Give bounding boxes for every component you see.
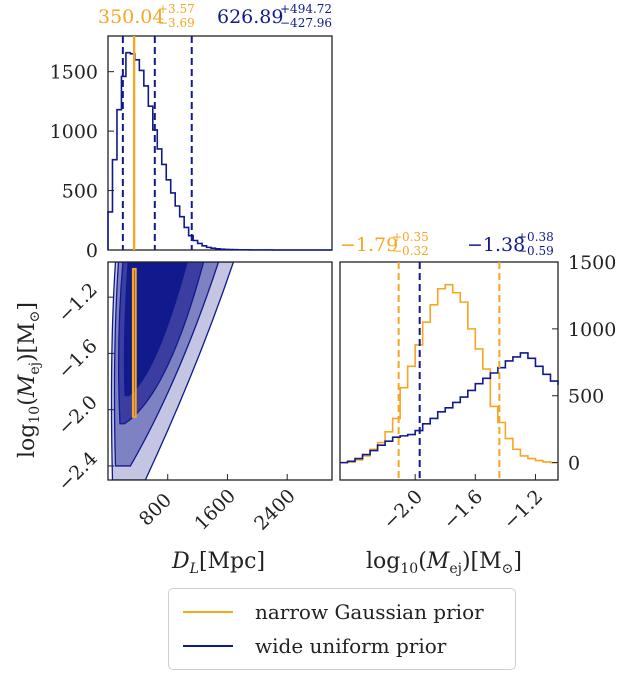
x-axis-label-mej: log10(Mej)[M⊙] (366, 549, 522, 577)
dl-ytick-label: 500 (62, 181, 98, 203)
legend: narrow Gaussian prior wide uniform prior (168, 588, 516, 670)
narrow-contour (131, 267, 137, 418)
legend-swatch-wide (183, 645, 233, 647)
svg-text:626.89: 626.89 (217, 6, 283, 28)
svg-text:−0.59: −0.59 (517, 244, 554, 258)
dl-ytick-label: 1500 (50, 62, 98, 84)
legend-swatch-narrow (183, 611, 233, 613)
svg-text:350.04: 350.04 (98, 6, 164, 28)
contour-ytick-label: −1.6 (54, 335, 102, 383)
svg-text:−1.38: −1.38 (467, 234, 525, 256)
contour-levels (110, 262, 235, 480)
mej-ytick-label: 500 (568, 386, 604, 408)
dl-ytick-label: 0 (86, 240, 98, 262)
mej-ytick-label: 0 (568, 453, 580, 475)
mej-xtick-label: −2.0 (379, 486, 427, 534)
svg-text:+0.35: +0.35 (392, 230, 429, 244)
svg-text:+3.57: +3.57 (158, 2, 195, 16)
contour-xtick-label: 800 (135, 489, 176, 530)
mej-histogram-panel: 0 500 1000 1500 −2.0 −1.6 −1.2 (339, 252, 616, 534)
svg-text:−1.79: −1.79 (340, 234, 398, 256)
dl-hist-wide (107, 51, 332, 251)
svg-text:−3.69: −3.69 (158, 16, 195, 30)
legend-label-narrow: narrow Gaussian prior (255, 600, 484, 624)
mej-hist-wide (340, 352, 559, 464)
x-axis-label-dl: DL[Mpc] (171, 549, 265, 577)
mej-hist-narrow (340, 283, 558, 464)
svg-text:−0.32: −0.32 (392, 244, 429, 258)
svg-text:+494.72: +494.72 (280, 2, 332, 16)
contour-xtick-label: 2400 (250, 485, 300, 535)
mej-panel-frame (339, 261, 559, 481)
mej-xtick-label: −1.2 (499, 486, 547, 534)
contour-ytick-label: −2.4 (54, 448, 102, 496)
dl-histogram-panel: 0 500 1000 1500 (50, 35, 333, 262)
legend-item-narrow: narrow Gaussian prior (169, 597, 484, 627)
mej-ytick-label: 1000 (568, 319, 616, 341)
mej-narrow-annotation: −1.79 +0.35 −0.32 (340, 230, 429, 258)
svg-text:−427.96: −427.96 (280, 16, 332, 30)
contour-panel-frame (107, 261, 333, 481)
dl-ytick-label: 1000 (50, 121, 98, 143)
y-axis-label-mej: log10(Mej)[M⊙] (15, 302, 43, 458)
contour-ytick-label: −2.0 (54, 391, 102, 439)
svg-text:+0.38: +0.38 (517, 230, 554, 244)
mej-ytick-label: 1500 (568, 252, 616, 274)
legend-label-wide: wide uniform prior (255, 634, 447, 658)
mej-wide-annotation: −1.38 +0.38 −0.59 (467, 230, 554, 258)
dl-panel-frame (107, 35, 333, 251)
contour-ytick-label: −1.2 (54, 279, 102, 327)
legend-item-wide: wide uniform prior (169, 631, 446, 661)
contour-xtick-label: 1600 (190, 485, 240, 535)
dl-narrow-annotation: 350.04 +3.57 −3.69 (98, 2, 195, 30)
mej-xtick-label: −1.6 (439, 486, 487, 534)
dl-mej-contour-panel: 800 1600 2400 −1.2 −1.6 −2.0 −2.4 (54, 261, 333, 535)
dl-wide-annotation: 626.89 +494.72 −427.96 (217, 2, 332, 30)
